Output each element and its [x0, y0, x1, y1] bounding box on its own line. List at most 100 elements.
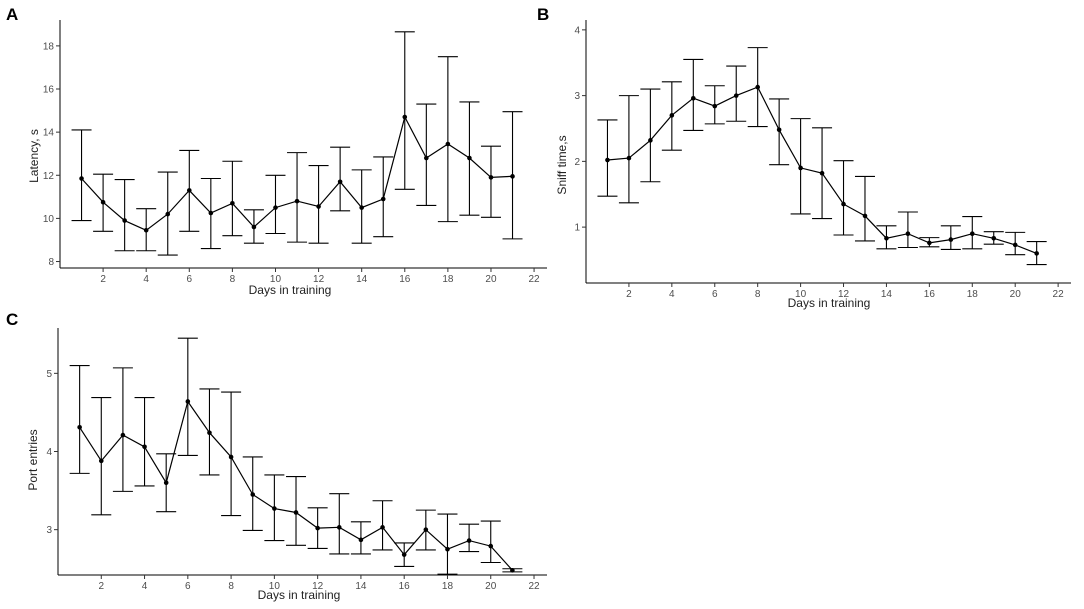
data-point-c: [315, 525, 320, 531]
data-point-c: [510, 568, 515, 573]
x-tick-label-a: 8: [230, 274, 236, 285]
data-point-c: [98, 458, 104, 464]
y-tick-label-b: 2: [574, 157, 580, 168]
data-point-a: [230, 201, 235, 206]
y-tick-label-b: 4: [574, 25, 580, 36]
x-tick-label-c: 8: [228, 581, 234, 592]
error-bar-b: [683, 58, 704, 132]
data-point-a: [143, 227, 149, 233]
data-point-b: [1012, 242, 1018, 248]
error-bar-a: [114, 179, 135, 252]
x-tick-label-a: 20: [485, 274, 497, 285]
x-tick-label-a: 14: [356, 274, 368, 285]
data-point-c: [380, 525, 385, 530]
y-tick-label-a: 16: [43, 85, 55, 96]
data-point-c: [488, 543, 494, 549]
data-point-b: [884, 235, 889, 241]
error-bar-c: [91, 397, 112, 516]
panel-label-c: C: [6, 310, 18, 329]
data-point-a: [208, 210, 214, 216]
data-point-b: [691, 95, 696, 101]
data-point-b: [755, 84, 760, 90]
y-tick-label-a: 12: [43, 171, 55, 182]
data-point-b: [712, 103, 718, 109]
data-point-a: [445, 141, 451, 147]
x-tick-label-c: 18: [442, 581, 454, 592]
data-point-a: [467, 155, 472, 161]
error-bar-a: [287, 152, 308, 243]
x-tick-label-b: 18: [967, 289, 979, 300]
y-axis-title-b: Sniff time,s: [555, 135, 569, 194]
error-bar-c: [134, 397, 155, 487]
data-point-a: [122, 218, 127, 223]
x-tick-label-a: 18: [442, 274, 454, 285]
error-bar-c: [177, 337, 198, 456]
data-point-c: [336, 525, 342, 530]
data-point-b: [948, 237, 954, 242]
data-point-c: [358, 537, 364, 543]
x-tick-label-b: 22: [1053, 289, 1065, 300]
x-tick-label-a: 4: [143, 274, 149, 285]
data-point-b: [991, 235, 997, 241]
data-point-b: [927, 240, 932, 246]
y-tick-label-b: 3: [574, 91, 580, 102]
error-bar-c: [480, 520, 501, 564]
x-tick-label-a: 16: [399, 274, 411, 285]
data-point-b: [733, 93, 739, 98]
x-tick-label-b: 6: [712, 289, 718, 300]
data-point-a: [273, 205, 278, 210]
error-bar-c: [329, 493, 350, 555]
data-point-b: [905, 231, 911, 236]
data-point-b: [862, 213, 868, 219]
data-point-b: [798, 165, 803, 171]
error-bar-b: [833, 160, 854, 236]
data-point-a: [337, 179, 343, 185]
data-point-a: [402, 114, 408, 120]
error-bar-b: [640, 88, 661, 183]
error-bar-c: [221, 391, 242, 517]
data-point-b: [605, 157, 610, 163]
error-bar-c: [437, 513, 458, 575]
x-tick-label-a: 6: [187, 274, 193, 285]
data-point-b: [776, 127, 782, 133]
data-point-b: [1034, 251, 1039, 256]
error-bar-a: [222, 160, 243, 237]
data-point-a: [100, 199, 106, 205]
data-point-c: [401, 552, 407, 557]
panel-label-b: B: [537, 5, 549, 24]
data-point-c: [466, 538, 472, 543]
y-tick-label-b: 1: [574, 223, 580, 234]
x-tick-label-a: 10: [270, 274, 282, 285]
y-tick-label-c: 3: [46, 525, 52, 536]
x-tick-label-b: 14: [881, 289, 893, 300]
data-point-c: [120, 432, 126, 438]
x-tick-label-a: 2: [100, 274, 106, 285]
error-bar-a: [330, 146, 351, 212]
error-bar-b: [618, 95, 639, 204]
data-point-a: [79, 176, 84, 181]
data-point-a: [165, 211, 171, 217]
data-point-c: [185, 399, 191, 404]
x-axis-title-c: Days in training: [258, 588, 341, 602]
x-tick-label-c: 10: [269, 581, 281, 592]
error-bar-b: [897, 211, 918, 249]
x-tick-label-c: 20: [485, 581, 497, 592]
error-bar-a: [71, 129, 92, 222]
x-tick-label-b: 2: [626, 289, 632, 300]
data-point-b: [969, 231, 975, 236]
x-tick-label-a: 22: [529, 274, 541, 285]
panel-c: C Days in training Port entries 2 4 6 8 10 12…: [6, 310, 547, 602]
data-point-a: [316, 204, 321, 209]
data-point-a: [510, 174, 515, 179]
y-axis-title-a: Latency, s: [27, 129, 41, 183]
x-axis-title-a: Days in training: [249, 283, 332, 297]
x-tick-label-c: 12: [312, 581, 324, 592]
data-point-b: [841, 201, 846, 207]
data-point-c: [228, 454, 234, 460]
error-bar-a: [416, 103, 437, 207]
error-bar-b: [854, 175, 875, 242]
data-point-c: [163, 480, 169, 486]
data-point-c: [293, 510, 299, 515]
x-tick-label-c: 4: [142, 581, 148, 592]
